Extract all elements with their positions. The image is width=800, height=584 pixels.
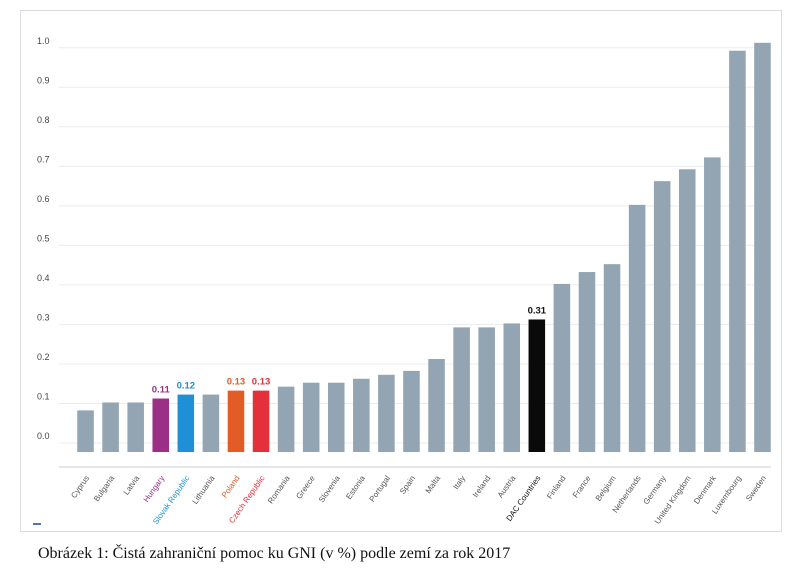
x-tick-label: Greece [294, 474, 317, 501]
x-tick-label: Slovenia [317, 474, 342, 505]
bar [227, 390, 245, 452]
x-tick-label: Denmark [692, 473, 719, 506]
bar [478, 327, 495, 452]
data-label: 0.12 [177, 381, 196, 392]
data-label: 0.13 [227, 377, 246, 388]
y-tick-label: 0.3 [37, 312, 50, 322]
legend-swatch [33, 523, 41, 525]
data-label: 0.31 [528, 305, 547, 316]
bar [403, 370, 420, 452]
chart-figure: 0.0 0.1 0.2 0.3 0.4 0.5 0.6 0.7 0.8 0.9 1.0 Cyprus B… [20, 10, 782, 532]
x-tick-label: Malta [424, 474, 443, 496]
bar [127, 402, 144, 452]
y-tick-label: 0.1 [37, 391, 50, 401]
bar [428, 359, 445, 452]
bar [202, 394, 220, 452]
x-tick-label: Italy [451, 474, 467, 491]
x-tick-label: Spain [398, 474, 417, 496]
bar [628, 204, 646, 452]
x-tick-label: France [571, 474, 593, 500]
x-tick-label: Sweden [744, 474, 768, 503]
bar [177, 394, 195, 452]
bar [277, 386, 295, 452]
bar [653, 181, 671, 452]
bar [152, 398, 170, 452]
y-tick-label: 0.0 [37, 431, 50, 441]
x-tick-label: Germany [642, 474, 668, 506]
bar [754, 42, 771, 453]
bar [704, 157, 721, 452]
y-tick-label: 1.0 [37, 36, 50, 46]
y-tick-label: 0.5 [37, 233, 50, 243]
x-tick-label: Austria [496, 474, 518, 500]
bar [353, 378, 370, 452]
bar [77, 410, 94, 452]
x-tick-label: Cyprus [69, 474, 91, 500]
bar [302, 382, 320, 452]
x-tick-label: Hungary [142, 474, 167, 504]
y-tick-label: 0.6 [37, 194, 50, 204]
bar [453, 327, 470, 452]
x-tick-label: Bulgaria [92, 474, 117, 504]
data-label: 0.13 [252, 377, 271, 388]
x-tick-label: Portugal [368, 474, 393, 504]
x-tick-label: Latvia [122, 474, 142, 497]
y-tick-label: 0.9 [37, 75, 50, 85]
bar [102, 402, 119, 452]
x-tick-label: Ireland [471, 474, 492, 499]
bar [603, 264, 621, 452]
y-tick-label: 0.4 [37, 273, 50, 283]
x-tick-label: Poland [220, 474, 242, 500]
bar [378, 374, 395, 452]
y-tick-label: 0.2 [37, 352, 50, 362]
bar [503, 323, 521, 452]
bar [729, 50, 746, 452]
x-tick-label: Estonia [344, 474, 367, 501]
x-tick-label: Belgium [594, 474, 618, 503]
bar [678, 169, 696, 453]
x-tick-label: Lithuania [191, 474, 217, 506]
y-tick-label: 0.8 [37, 115, 50, 125]
bar [327, 382, 345, 452]
x-tick-label: Finland [545, 474, 567, 501]
bar [578, 272, 596, 452]
bar [528, 319, 546, 452]
bar [252, 390, 270, 452]
y-tick-label: 0.7 [37, 154, 50, 164]
bar [553, 283, 571, 452]
data-label: 0.11 [152, 385, 171, 396]
x-tick-label: Romania [266, 474, 292, 506]
figure-caption: Obrázek 1: Čistá zahraniční pomoc ku GNI… [38, 545, 511, 562]
